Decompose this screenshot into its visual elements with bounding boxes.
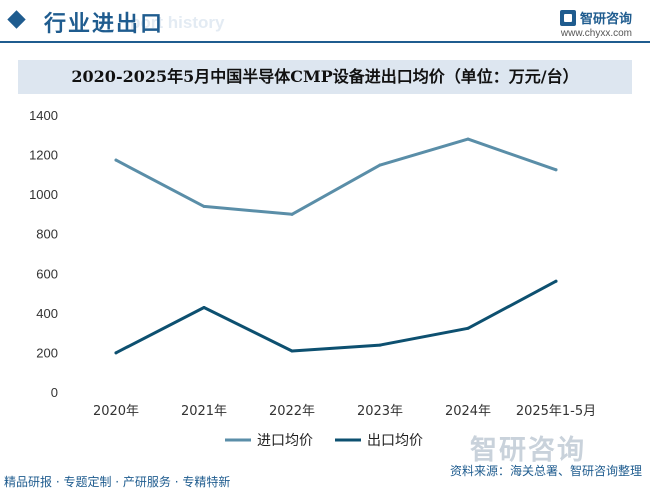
data-point: [114, 158, 118, 162]
data-point: [114, 351, 118, 355]
data-point: [554, 279, 558, 283]
x-tick-label: 2022年: [269, 404, 315, 419]
brand-logo-icon: [559, 9, 576, 26]
data-point: [466, 326, 470, 330]
y-tick-label: 200: [36, 345, 58, 360]
x-tick-label: 2021年: [181, 404, 227, 419]
data-point: [290, 212, 294, 216]
y-tick-label: 400: [36, 306, 58, 321]
data-point: [378, 343, 382, 347]
y-tick-label: 1400: [29, 108, 58, 123]
chart-title-bar: 2020-2025年5月中国半导体CMP设备进出口均价（单位：万元/台）: [18, 60, 632, 94]
chart-title: 2020-2025年5月中国半导体CMP设备进出口均价（单位：万元/台）: [71, 67, 579, 86]
brand-url: www.chyxx.com: [560, 28, 632, 39]
x-tick-label: 2023年: [357, 404, 403, 419]
brand: 智研咨询 www.chyxx.com: [559, 8, 632, 39]
line-chart: 0 200 400 600 800 1000 1200 1400 2020年 2021年 2022年…: [29, 108, 596, 449]
data-point: [466, 137, 470, 141]
brand-name: 智研咨询: [579, 12, 632, 27]
legend-label: 出口均价: [367, 433, 423, 449]
legend-label: 进口均价: [257, 433, 313, 449]
footer-source: 资料来源：海关总署、智研咨询整理: [449, 464, 642, 478]
footer: 精品研报 · 专题定制 · 产研服务 · 专精特新 资料来源：海关总署、智研咨询…: [0, 464, 650, 492]
header-rule: [0, 41, 650, 43]
x-tick-label: 2024年: [445, 404, 491, 419]
bottom-brand-watermark: 智研咨询: [470, 435, 586, 466]
section-title: 行业进出口: [44, 12, 165, 37]
y-tick-label: 0: [51, 385, 58, 400]
data-point: [378, 163, 382, 167]
series-line-1: [114, 137, 558, 216]
data-point: [290, 349, 294, 353]
y-tick-label: 1000: [29, 187, 58, 202]
data-point: [554, 168, 558, 172]
y-tick-label: 1200: [29, 148, 58, 163]
data-point: [202, 204, 206, 208]
x-tick-label: 2020年: [93, 404, 139, 419]
series-line-2: [114, 279, 558, 355]
footer-tags: 精品研报 · 专题定制 · 产研服务 · 专精特新: [4, 475, 231, 489]
x-tick-label: 2025年1-5月: [516, 404, 596, 419]
header: port history 行业进出口 智研咨询 www.chyxx.com: [0, 0, 650, 44]
header-watermark: port history: [130, 13, 225, 32]
diamond-icon: [7, 10, 26, 29]
y-tick-label: 800: [36, 227, 58, 242]
y-tick-label: 600: [36, 266, 58, 281]
data-point: [202, 306, 206, 310]
